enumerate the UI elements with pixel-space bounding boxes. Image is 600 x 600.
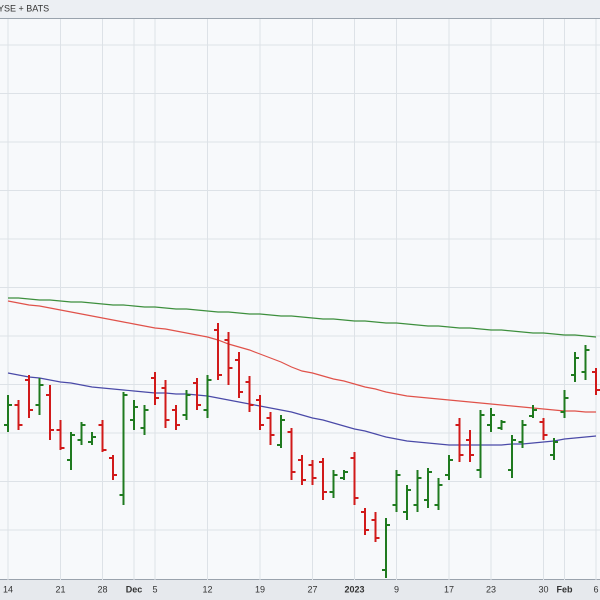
x-tick-label: 23 xyxy=(486,584,496,594)
x-tick-label: 6 xyxy=(593,584,598,594)
moving-average-line xyxy=(8,297,597,338)
x-tick-label: 27 xyxy=(307,584,317,594)
x-tick-label: 5 xyxy=(152,584,157,594)
x-tick-label: Feb xyxy=(556,584,573,594)
x-tick-label: 12 xyxy=(202,584,212,594)
moving-averages xyxy=(7,297,597,446)
moving-average-line xyxy=(7,300,596,413)
x-tick-label: Dec xyxy=(126,584,143,594)
x-tick-label: 30 xyxy=(538,584,548,594)
x-tick-label: 28 xyxy=(97,584,107,594)
price-bars xyxy=(4,323,600,578)
header-strip xyxy=(0,0,600,18)
moving-average-line xyxy=(7,372,597,446)
x-tick-label: 19 xyxy=(255,584,265,594)
x-tick-label: 21 xyxy=(55,584,65,594)
x-tick-label: 17 xyxy=(444,584,454,594)
x-axis: 14 21 28 Dec 5 12 19 27 2023 9 17 23 30 Feb 6 xyxy=(3,584,599,594)
x-tick-label: 2023 xyxy=(344,584,364,594)
x-tick-label: 9 xyxy=(394,584,399,594)
x-tick-label: 14 xyxy=(3,584,13,594)
exchange-label: YSE + BATS xyxy=(0,3,49,13)
x-axis-strip xyxy=(0,580,600,600)
